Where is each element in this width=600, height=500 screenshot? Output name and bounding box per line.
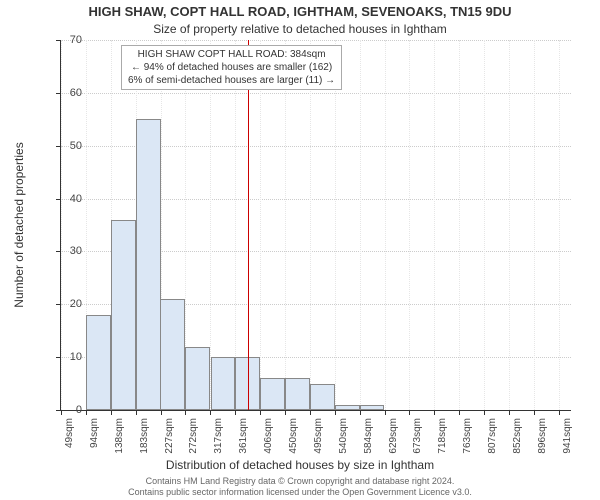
xtick-mark <box>86 410 87 415</box>
xtick-mark <box>235 410 236 415</box>
xtick-label: 540sqm <box>338 418 349 454</box>
gridline-v <box>509 40 510 410</box>
histogram-bar <box>185 347 210 410</box>
xtick-mark <box>509 410 510 415</box>
annotation-line: HIGH SHAW COPT HALL ROAD: 384sqm <box>128 48 335 61</box>
gridline-v <box>385 40 386 410</box>
gridline-v <box>335 40 336 410</box>
xtick-label: 138sqm <box>114 418 125 454</box>
gridline-v <box>559 40 560 410</box>
xtick-label: 227sqm <box>164 418 175 454</box>
gridline-v <box>360 40 361 410</box>
histogram-bar <box>160 299 185 410</box>
histogram-bar <box>335 405 360 410</box>
histogram-bar <box>211 357 236 410</box>
gridline-v <box>484 40 485 410</box>
xtick-mark <box>161 410 162 415</box>
gridline-v <box>285 40 286 410</box>
ytick-label: 0 <box>52 404 82 416</box>
xtick-mark <box>559 410 560 415</box>
histogram-bar <box>86 315 111 410</box>
xtick-mark <box>335 410 336 415</box>
gridline-v <box>534 40 535 410</box>
ytick-label: 10 <box>52 351 82 363</box>
xtick-mark <box>185 410 186 415</box>
histogram-bar <box>260 378 285 410</box>
xtick-label: 763sqm <box>462 418 473 454</box>
y-axis-label: Number of detached properties <box>12 142 26 307</box>
xtick-mark <box>534 410 535 415</box>
histogram-bar <box>136 119 161 410</box>
xtick-label: 183sqm <box>139 418 150 454</box>
plot-area: HIGH SHAW COPT HALL ROAD: 384sqm← 94% of… <box>60 40 571 411</box>
gridline-h <box>61 93 571 94</box>
xtick-mark <box>360 410 361 415</box>
gridline-v <box>210 40 211 410</box>
xtick-mark <box>385 410 386 415</box>
xtick-label: 317sqm <box>213 418 224 454</box>
xtick-label: 629sqm <box>388 418 399 454</box>
xtick-label: 807sqm <box>487 418 498 454</box>
ytick-label: 50 <box>52 140 82 152</box>
gridline-h <box>61 40 571 41</box>
histogram-bar <box>285 378 310 410</box>
ytick-label: 20 <box>52 298 82 310</box>
footer-attribution: Contains HM Land Registry data © Crown c… <box>0 476 600 498</box>
xtick-label: 852sqm <box>512 418 523 454</box>
histogram-bar <box>310 384 335 410</box>
xtick-mark <box>434 410 435 415</box>
x-axis-label: Distribution of detached houses by size … <box>0 458 600 472</box>
xtick-label: 673sqm <box>412 418 423 454</box>
xtick-mark <box>210 410 211 415</box>
xtick-mark <box>285 410 286 415</box>
ytick-label: 70 <box>52 34 82 46</box>
xtick-label: 584sqm <box>363 418 374 454</box>
xtick-label: 896sqm <box>537 418 548 454</box>
xtick-mark <box>409 410 410 415</box>
xtick-label: 406sqm <box>263 418 274 454</box>
footer-line: Contains public sector information licen… <box>0 487 600 498</box>
chart-title-sub: Size of property relative to detached ho… <box>0 22 600 36</box>
xtick-label: 272sqm <box>188 418 199 454</box>
gridline-v <box>260 40 261 410</box>
gridline-v <box>235 40 236 410</box>
ytick-label: 30 <box>52 245 82 257</box>
xtick-mark <box>310 410 311 415</box>
xtick-label: 49sqm <box>64 418 75 448</box>
xtick-mark <box>260 410 261 415</box>
chart-title-main: HIGH SHAW, COPT HALL ROAD, IGHTHAM, SEVE… <box>0 4 600 19</box>
xtick-mark <box>459 410 460 415</box>
ytick-label: 40 <box>52 193 82 205</box>
histogram-bar <box>111 220 136 410</box>
gridline-v <box>409 40 410 410</box>
histogram-bar <box>360 405 385 410</box>
reference-line <box>248 40 249 410</box>
xtick-label: 361sqm <box>238 418 249 454</box>
gridline-v <box>459 40 460 410</box>
gridline-v <box>434 40 435 410</box>
xtick-label: 450sqm <box>288 418 299 454</box>
annotation-line: ← 94% of detached houses are smaller (16… <box>128 61 335 74</box>
footer-line: Contains HM Land Registry data © Crown c… <box>0 476 600 487</box>
annotation-line: 6% of semi-detached houses are larger (1… <box>128 74 335 87</box>
xtick-mark <box>136 410 137 415</box>
xtick-label: 495sqm <box>313 418 324 454</box>
xtick-mark <box>484 410 485 415</box>
annotation-box: HIGH SHAW COPT HALL ROAD: 384sqm← 94% of… <box>121 45 342 90</box>
xtick-label: 718sqm <box>437 418 448 454</box>
xtick-label: 94sqm <box>89 418 100 448</box>
xtick-mark <box>111 410 112 415</box>
ytick-label: 60 <box>52 87 82 99</box>
gridline-v <box>310 40 311 410</box>
xtick-label: 941sqm <box>562 418 573 454</box>
